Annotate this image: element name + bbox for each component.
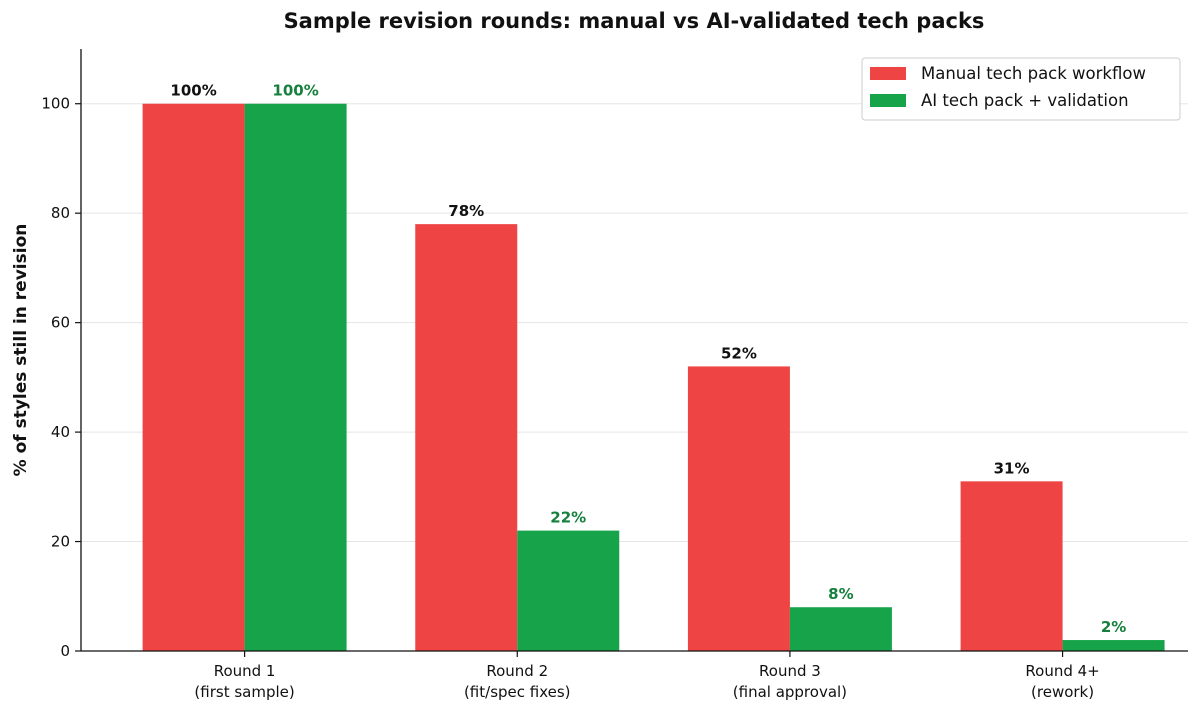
bar-value-label: 52%	[721, 344, 757, 362]
legend-swatch	[870, 67, 906, 80]
x-tick-label: (fit/spec fixes)	[464, 683, 571, 701]
bar	[960, 481, 1063, 651]
bar	[244, 103, 347, 651]
axes	[80, 49, 1188, 652]
x-ticks: Round 1 (first sample) Round 2 (fit/spec fi…	[194, 651, 1100, 701]
y-axis-label: % of styles still in revision	[11, 224, 31, 477]
x-tick-label: (rework)	[1031, 683, 1094, 701]
x-tick-label: (first sample)	[194, 683, 294, 701]
bars	[142, 103, 1165, 652]
bar	[415, 224, 518, 652]
bar-value-label: 100%	[272, 82, 318, 100]
chart-title: Sample revision rounds: manual vs AI-val…	[284, 9, 985, 33]
legend-box	[861, 57, 1181, 121]
bar	[142, 103, 245, 651]
bar-value-label: 8%	[828, 585, 853, 603]
legend-label: Manual tech pack workflow	[921, 64, 1146, 83]
value-labels: 100% 78% 52% 31% 100% 22% 8% 2%	[170, 82, 1126, 636]
bar	[517, 530, 620, 651]
bar-value-label: 22%	[550, 509, 586, 527]
y-ticks: 0 20 40 60 80 100	[41, 95, 81, 660]
legend-label: AI tech pack + validation	[921, 91, 1129, 110]
x-tick-label: Round 1	[214, 662, 276, 680]
bar-value-label: 2%	[1101, 618, 1126, 636]
bar	[789, 607, 892, 651]
x-tick-label: Round 2	[486, 662, 548, 680]
bar-value-label: 78%	[448, 202, 484, 220]
x-tick-label: Round 4+	[1025, 662, 1099, 680]
bar-value-label: 100%	[170, 82, 216, 100]
y-tick-label: 100	[41, 95, 70, 113]
y-tick-label: 60	[51, 314, 70, 332]
y-tick-label: 80	[51, 204, 70, 222]
y-tick-label: 20	[51, 533, 70, 551]
bar	[687, 366, 790, 651]
legend: Manual tech pack workflow AI tech pack + …	[861, 57, 1181, 121]
bar-value-label: 31%	[994, 459, 1030, 477]
x-tick-label: (final approval)	[733, 683, 847, 701]
x-tick-label: Round 3	[759, 662, 821, 680]
legend-swatch	[870, 94, 906, 107]
y-tick-label: 0	[60, 642, 70, 660]
bar	[1062, 640, 1165, 651]
y-tick-label: 40	[51, 423, 70, 441]
